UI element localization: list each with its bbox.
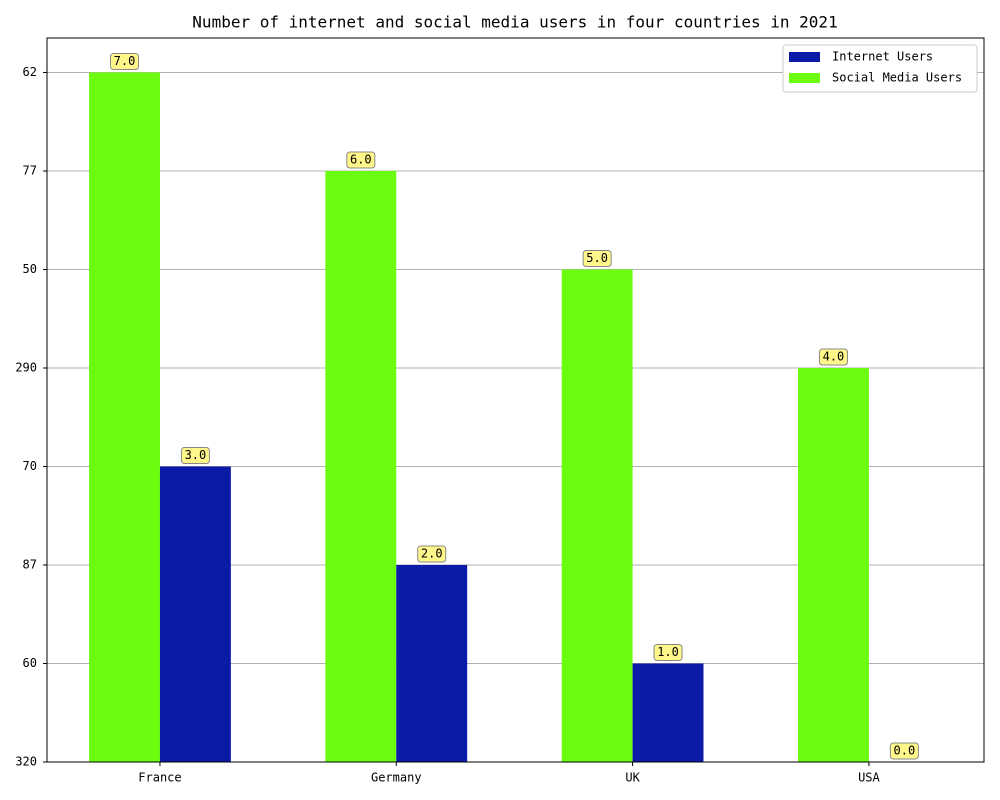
- data-label: 3.0: [185, 448, 207, 462]
- x-tick-label: UK: [625, 771, 640, 785]
- bar: [325, 170, 397, 762]
- y-tick-label: 70: [23, 459, 37, 473]
- x-tick-label: France: [138, 771, 181, 785]
- bar: [396, 564, 468, 762]
- bar: [159, 466, 231, 762]
- x-tick-label: USA: [858, 771, 880, 785]
- legend-swatch: [789, 73, 820, 83]
- y-tick-label: 320: [15, 755, 37, 769]
- data-label: 5.0: [586, 251, 608, 265]
- y-tick-label: 87: [23, 557, 37, 571]
- bar: [561, 269, 633, 762]
- label-box: [110, 52, 140, 70]
- label-box: [180, 446, 210, 464]
- y-tick-label: 290: [15, 360, 37, 374]
- label-box: [417, 545, 447, 563]
- legend-swatch: [789, 52, 820, 62]
- data-label: 4.0: [823, 349, 845, 363]
- label-box: [346, 151, 376, 169]
- legend-label: Internet Users: [832, 50, 933, 64]
- x-tick-label: Germany: [371, 771, 422, 785]
- data-label: 6.0: [350, 152, 372, 166]
- label-box: [818, 348, 848, 366]
- label-box: [889, 742, 919, 760]
- legend-box: [782, 44, 978, 93]
- data-label: 7.0: [114, 54, 136, 68]
- data-label: 1.0: [657, 645, 679, 659]
- chart-title: Number of internet and social media user…: [192, 13, 837, 32]
- y-tick-label: 60: [23, 656, 37, 670]
- bar: [632, 663, 704, 762]
- y-tick-label: 62: [23, 65, 37, 79]
- y-tick-label: 50: [23, 262, 37, 276]
- y-tick-label: 77: [23, 163, 37, 177]
- plot-frame: [46, 37, 985, 763]
- label-box: [582, 249, 612, 267]
- data-label: 0.0: [894, 744, 916, 758]
- label-box: [653, 643, 683, 661]
- bar: [798, 367, 869, 762]
- data-label: 2.0: [421, 546, 443, 560]
- bar: [89, 72, 160, 762]
- legend-label: Social Media Users: [832, 71, 962, 85]
